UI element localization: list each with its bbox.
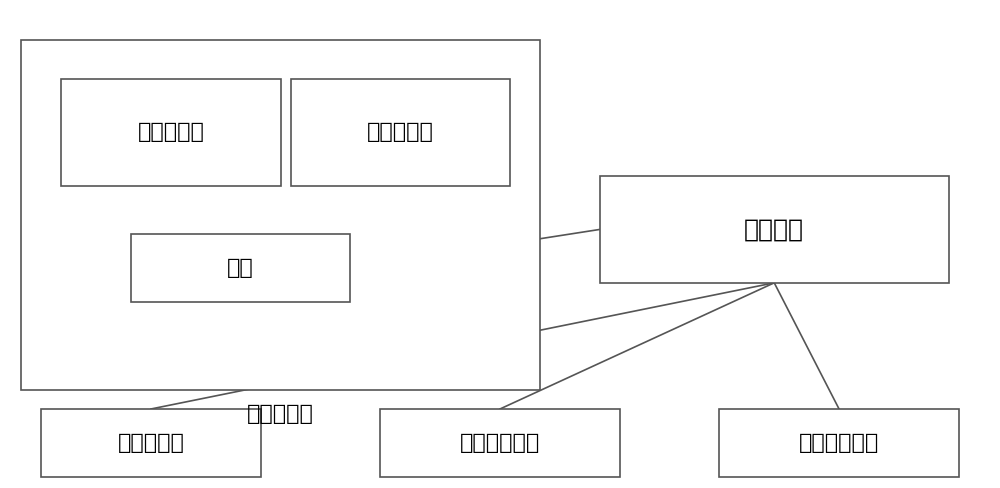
FancyBboxPatch shape <box>131 234 350 302</box>
Text: 取样机器人: 取样机器人 <box>247 404 314 424</box>
FancyBboxPatch shape <box>600 176 949 283</box>
Text: 第二机械臂: 第二机械臂 <box>367 122 434 142</box>
Text: 光谱探测设备: 光谱探测设备 <box>460 433 540 453</box>
Text: 底座: 底座 <box>227 258 254 278</box>
Text: 脉冲激光器: 脉冲激光器 <box>118 433 184 453</box>
Text: 光谱分析设备: 光谱分析设备 <box>799 433 879 453</box>
FancyBboxPatch shape <box>380 409 620 477</box>
Text: 控制设备: 控制设备 <box>744 218 804 242</box>
FancyBboxPatch shape <box>61 79 281 186</box>
FancyBboxPatch shape <box>291 79 510 186</box>
FancyBboxPatch shape <box>21 40 540 389</box>
FancyBboxPatch shape <box>719 409 959 477</box>
FancyBboxPatch shape <box>41 409 261 477</box>
Text: 第一机械臂: 第一机械臂 <box>137 122 204 142</box>
